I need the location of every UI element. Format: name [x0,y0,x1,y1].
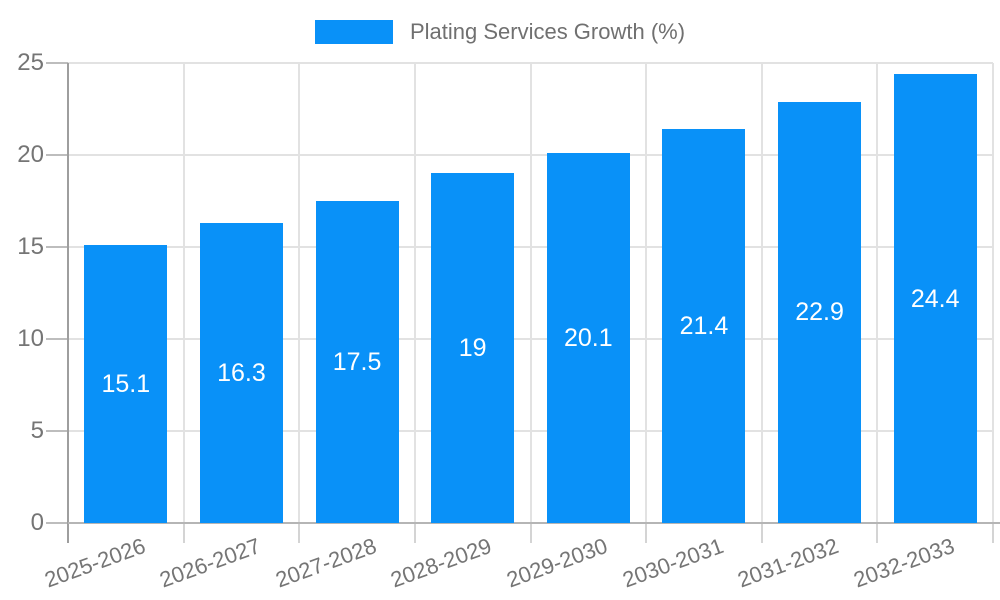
x-axis-tick-label: 2031-2032 [734,533,843,593]
x-tick [529,523,532,543]
x-gridline [413,63,416,523]
x-axis-tick-label: 2026-2027 [156,533,264,593]
y-tick [46,62,68,64]
x-axis-tick-label: 2025-2026 [40,533,149,593]
y-tick [46,522,68,524]
y-axis-tick-label: 20 [17,141,44,168]
bar-2032-2033[interactable] [893,74,977,523]
x-tick [992,523,994,543]
x-tick [760,523,763,543]
x-gridline [760,63,763,523]
y-axis-tick-label: 15 [17,233,44,260]
x-gridline [529,63,532,523]
x-axis-line [68,522,1000,524]
x-gridline [298,63,301,523]
x-axis-tick-label: 2027-2028 [272,533,380,593]
bar-2028-2029[interactable] [431,173,515,523]
y-axis-tick-label: 25 [17,49,44,76]
x-gridline [992,63,994,523]
x-tick [645,523,648,543]
y-tick [46,154,68,156]
legend-label: Plating Services Growth (%) [409,19,686,44]
bar-2030-2031[interactable] [662,129,746,523]
y-tick [46,338,68,340]
y-axis-line [67,63,69,543]
legend[interactable]: Plating Services Growth (%) [0,14,1000,50]
x-tick [876,523,879,543]
x-tick [298,523,301,543]
x-axis-tick-label: 2028-2029 [387,533,496,593]
x-axis-tick-label: 2032-2033 [850,533,958,593]
y-axis-tick-label: 5 [30,417,44,444]
x-axis-tick-label: 2029-2030 [503,533,611,593]
x-tick [413,523,416,543]
x-tick [182,523,185,543]
y-axis-tick-label: 10 [17,325,44,352]
y-tick [46,430,68,432]
bar-2025-2026[interactable] [84,245,168,523]
legend-swatch-icon [314,20,393,44]
bar-2026-2027[interactable] [199,223,283,523]
x-axis-tick-label: 2030-2031 [619,533,727,593]
bar-2031-2032[interactable] [778,101,862,523]
bar-2027-2028[interactable] [315,201,399,523]
bar-2029-2030[interactable] [546,153,630,523]
x-gridline [645,63,648,523]
x-gridline [876,63,879,523]
y-tick [46,246,68,248]
y-axis-tick-label: 0 [30,509,44,536]
x-gridline [182,63,185,523]
